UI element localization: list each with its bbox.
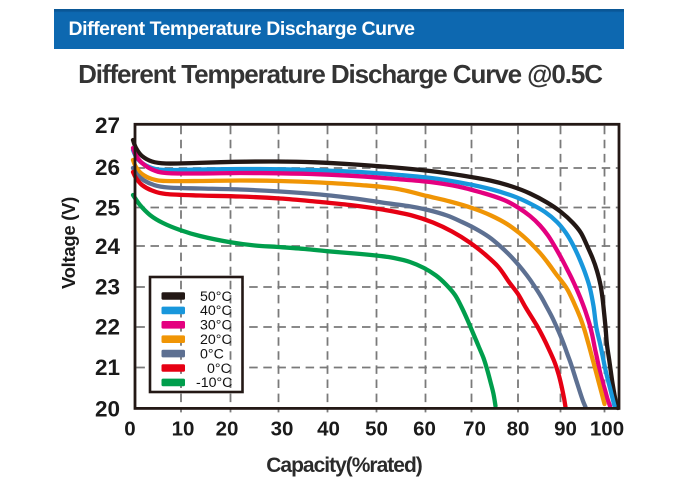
svg-text:24: 24 [95, 234, 121, 259]
svg-text:22: 22 [95, 315, 120, 340]
svg-text:20°C: 20°C [200, 332, 232, 348]
svg-text:50°C: 50°C [200, 289, 232, 305]
svg-text:-10°C: -10°C [196, 375, 232, 391]
svg-text:30°C: 30°C [200, 318, 232, 334]
svg-text:90: 90 [554, 418, 577, 441]
svg-text:0°C: 0°C [200, 346, 224, 362]
svg-text:100: 100 [590, 418, 624, 441]
svg-text:0: 0 [124, 418, 135, 441]
svg-text:Capacity(%rated): Capacity(%rated) [266, 454, 422, 477]
svg-text:70: 70 [463, 418, 486, 441]
svg-text:0°C: 0°C [207, 361, 231, 377]
svg-text:20: 20 [216, 418, 239, 441]
svg-text:30: 30 [271, 418, 294, 441]
svg-text:Voltage (V): Voltage (V) [58, 197, 79, 289]
svg-text:27: 27 [95, 113, 120, 138]
svg-text:50: 50 [365, 418, 388, 441]
svg-text:40: 40 [317, 418, 340, 441]
svg-text:10: 10 [172, 418, 195, 441]
svg-text:40°C: 40°C [200, 303, 232, 319]
svg-text:60: 60 [413, 418, 436, 441]
svg-text:20: 20 [95, 397, 120, 422]
svg-text:23: 23 [95, 275, 120, 300]
svg-text:25: 25 [95, 196, 120, 221]
svg-text:80: 80 [507, 418, 530, 441]
svg-text:21: 21 [95, 355, 120, 380]
svg-text:26: 26 [95, 155, 120, 180]
